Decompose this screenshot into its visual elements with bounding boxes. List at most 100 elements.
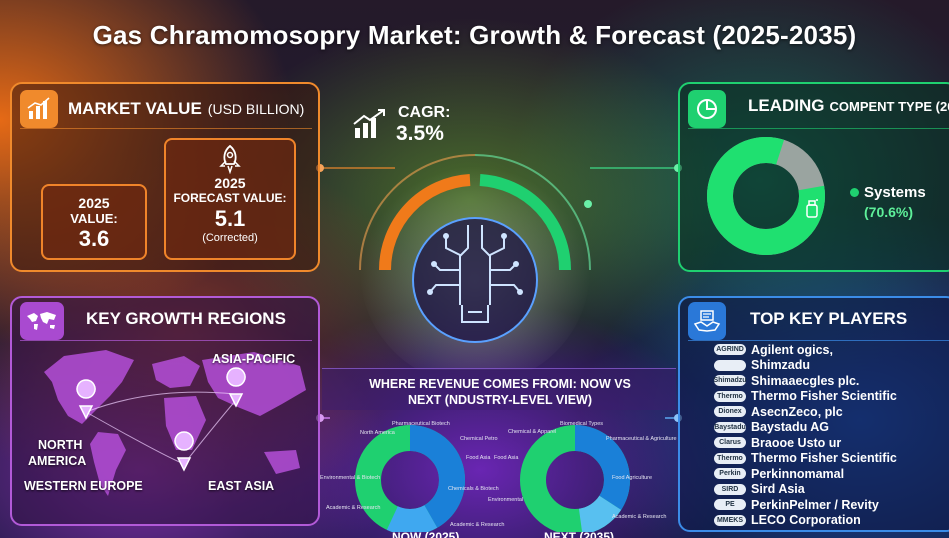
player-row: Thermo Thermo Fisher Scientific xyxy=(714,389,897,404)
player-logo: SIRD xyxy=(714,483,746,495)
growth-chart-icon xyxy=(352,108,388,145)
player-logo: Shimadzu xyxy=(713,375,747,386)
cagr-value: 3.5% xyxy=(396,122,444,145)
leading-header-big: LEADING xyxy=(748,96,825,115)
central-gauge xyxy=(359,154,591,370)
now-label-8: Academic & Research xyxy=(450,522,505,528)
player-logo: MMEKS xyxy=(714,514,746,526)
page-title: Gas Chramomosopry Market: Growth & Forec… xyxy=(92,20,857,50)
current-value-box: 2025 VALUE: 3.6 xyxy=(41,184,147,260)
current-label: VALUE: xyxy=(70,211,118,226)
next-donut xyxy=(520,425,630,532)
revenue-title: WHERE REVENUE COMES FROMI: NOW VS NEXT (… xyxy=(330,376,670,408)
leading-divider xyxy=(688,128,949,129)
western-europe-label: WESTERN EUROPE xyxy=(24,479,143,493)
next-label-7: Academic & Research xyxy=(612,514,667,520)
cagr-label: CAGR: xyxy=(398,104,451,121)
player-logo: PE xyxy=(714,499,746,510)
next-label-1: Chemical & Apparel xyxy=(508,429,557,435)
player-logo: Thermo xyxy=(714,390,746,402)
now-label-3: North America xyxy=(360,430,395,436)
player-logo: Perkin xyxy=(714,468,746,479)
next-label-4: Food Asia xyxy=(494,455,519,461)
player-name: Agilent ogics, xyxy=(751,342,833,357)
bar-chart-icon xyxy=(20,90,58,128)
forecast-value: 5.1 xyxy=(214,206,246,231)
player-row: Clarus Braooe Usto ur xyxy=(714,435,841,450)
player-row: MMEKS LECO Corporation xyxy=(714,513,861,528)
world-map xyxy=(44,350,306,496)
forecast-note: (Corrected) xyxy=(202,232,258,244)
market-value-header: MARKET VALUE (USD BILLION) xyxy=(68,92,304,126)
revenue-title-line2: NEXT (NDUSTRY-LEVEL VIEW) xyxy=(407,393,593,407)
forecast-year: 2025 xyxy=(214,175,246,191)
player-name: Shimaaecgles plc. xyxy=(751,373,860,388)
player-logo: Clarus xyxy=(714,437,746,448)
systems-share: (70.6%) xyxy=(864,204,914,220)
key-regions-header: KEY GROWTH REGIONS xyxy=(86,309,286,328)
next-label-5: Food Agriculture xyxy=(612,475,653,481)
player-logo: Dionex xyxy=(714,406,746,417)
player-row: SIRD Sird Asia xyxy=(714,482,805,497)
player-name: AsecnZeco, plc xyxy=(751,404,843,419)
next-label-6: Environmental xyxy=(488,497,524,503)
player-name: Braooe Usto ur xyxy=(751,435,842,450)
player-row: Perkin Perkinnomamal xyxy=(714,466,844,481)
north-america-label-2: AMERICA xyxy=(28,454,87,468)
asia-pacific-label: ASIA-PACIFIC xyxy=(212,352,296,366)
systems-label: Systems xyxy=(864,184,926,201)
market-value-title: MARKET VALUE xyxy=(68,99,202,118)
now-caption: NOW (2025) xyxy=(392,530,460,538)
now-label-6: Chemicals & Biotech xyxy=(448,486,499,492)
player-row: Thermo Thermo Fisher Scientific xyxy=(714,451,897,466)
player-name: Shimzadu xyxy=(751,358,811,372)
pie-chart-icon xyxy=(688,90,726,128)
next-caption: NEXT (2035) xyxy=(544,530,615,538)
next-label-2: Biomedical Types xyxy=(560,421,604,427)
leading-component-header: LEADING COMPENT TYPE (20 xyxy=(748,89,949,123)
player-name: Thermo Fisher Scientific xyxy=(751,451,897,465)
player-row: Baystadu Baystadu AG xyxy=(714,420,829,435)
spray-bottle-icon xyxy=(804,198,820,223)
player-name: Perkinnomamal xyxy=(751,466,845,481)
top-players-panel: TOP KEY PLAYERS AGRIND Agilent ogics, Shim… xyxy=(678,296,949,532)
now-label-1: Pharmaceutical Biotech xyxy=(392,421,450,427)
current-year: 2025 xyxy=(78,195,110,211)
players-divider xyxy=(688,340,949,341)
systems-donut xyxy=(707,137,825,255)
player-logo xyxy=(714,359,746,371)
forecast-value-box: 2025 FORECAST VALUE: 5.1 (Corrected) xyxy=(164,138,296,260)
now-label-4: Food Asia xyxy=(466,455,491,461)
market-value-panel: MARKET VALUE (USD BILLION) 2025 VALUE: 3… xyxy=(10,82,320,272)
player-name: Baystadu AG xyxy=(751,420,830,434)
now-label-7: Academic & Research xyxy=(326,505,381,511)
player-row: AGRIND Agilent ogics, xyxy=(714,342,833,357)
east-asia-label: EAST ASIA xyxy=(208,479,275,493)
handshake-icon xyxy=(688,302,726,340)
player-row: Shimadzu Shimaaecgles plc. xyxy=(713,373,860,388)
player-name: Thermo Fisher Scientific xyxy=(751,389,897,403)
forecast-label: FORECAST VALUE: xyxy=(173,191,287,205)
player-row: Shimzadu xyxy=(714,358,810,373)
legend-dot xyxy=(850,188,859,197)
now-label-2: Chemical Petro xyxy=(460,436,498,442)
market-value-divider xyxy=(20,128,312,129)
top-players-header: TOP KEY PLAYERS xyxy=(750,309,908,328)
now-label-5: Environmental & Biotech xyxy=(320,475,381,481)
north-america-label-1: NORTH xyxy=(38,438,83,452)
world-map-icon xyxy=(20,302,64,340)
next-label-3: Pharmaceutical & Agriculture xyxy=(606,436,677,442)
regions-divider xyxy=(20,340,312,341)
now-donut xyxy=(355,425,465,532)
leading-header-small: COMPENT TYPE (20 xyxy=(829,98,949,114)
revenue-title-band xyxy=(322,368,676,410)
player-logo: Thermo xyxy=(714,452,746,464)
leading-component-panel: LEADING COMPENT TYPE (20 Systems (70.6%) xyxy=(678,82,949,272)
current-value: 3.6 xyxy=(78,226,110,251)
player-name: LECO Corporation xyxy=(751,513,861,527)
player-logo: AGRIND xyxy=(714,344,746,355)
rocket-icon xyxy=(166,144,294,176)
player-logo: Baystadu xyxy=(714,421,746,433)
player-name: Sird Asia xyxy=(751,482,805,496)
